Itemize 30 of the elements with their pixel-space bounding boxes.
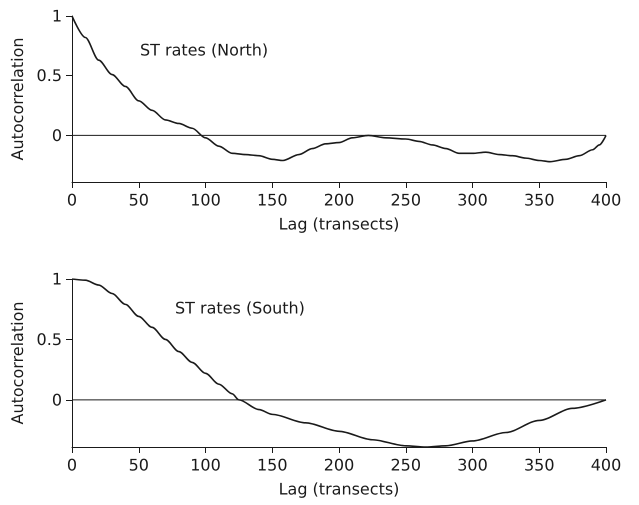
x-tick-label: 0	[66, 456, 78, 474]
annotation: ST rates (South)	[175, 298, 305, 318]
x-tick-label: 150	[256, 190, 288, 210]
y-tick-label: 1	[52, 6, 62, 26]
y-tick-label: 0.5	[36, 330, 62, 349]
x-tick-label: 250	[390, 190, 422, 210]
y-tick-label: 0.5	[36, 66, 62, 86]
x-tick-label: 200	[324, 190, 354, 210]
y-tick-label: 0	[52, 126, 62, 145]
annotation: ST rates (North)	[140, 40, 268, 60]
y-axis-title: Autocorrelation	[8, 302, 28, 424]
x-tick-label: 400	[590, 190, 622, 210]
y-tick-label: 1	[52, 270, 62, 288]
x-tick-label: 300	[457, 456, 488, 474]
y-tick-label: 0	[52, 390, 62, 410]
x-tick-label: 50	[128, 456, 149, 474]
y-axis-title: Autocorrelation	[8, 38, 28, 160]
x-tick-label: 400	[590, 456, 622, 474]
x-tick-label: 350	[524, 190, 555, 210]
x-tick-label: 300	[457, 190, 488, 210]
x-tick-label: 250	[390, 456, 422, 474]
x-axis-title: Lag (transects)	[278, 480, 400, 498]
x-tick-label: 100	[190, 456, 221, 474]
x-tick-label: 50	[128, 190, 149, 210]
x-tick-label: 150	[256, 456, 288, 474]
x-tick-label: 200	[324, 456, 354, 474]
x-tick-label: 0	[66, 190, 78, 210]
x-axis-title: Lag (transects)	[278, 214, 400, 234]
x-tick-label: 100	[190, 190, 221, 210]
x-tick-label: 350	[524, 456, 555, 474]
